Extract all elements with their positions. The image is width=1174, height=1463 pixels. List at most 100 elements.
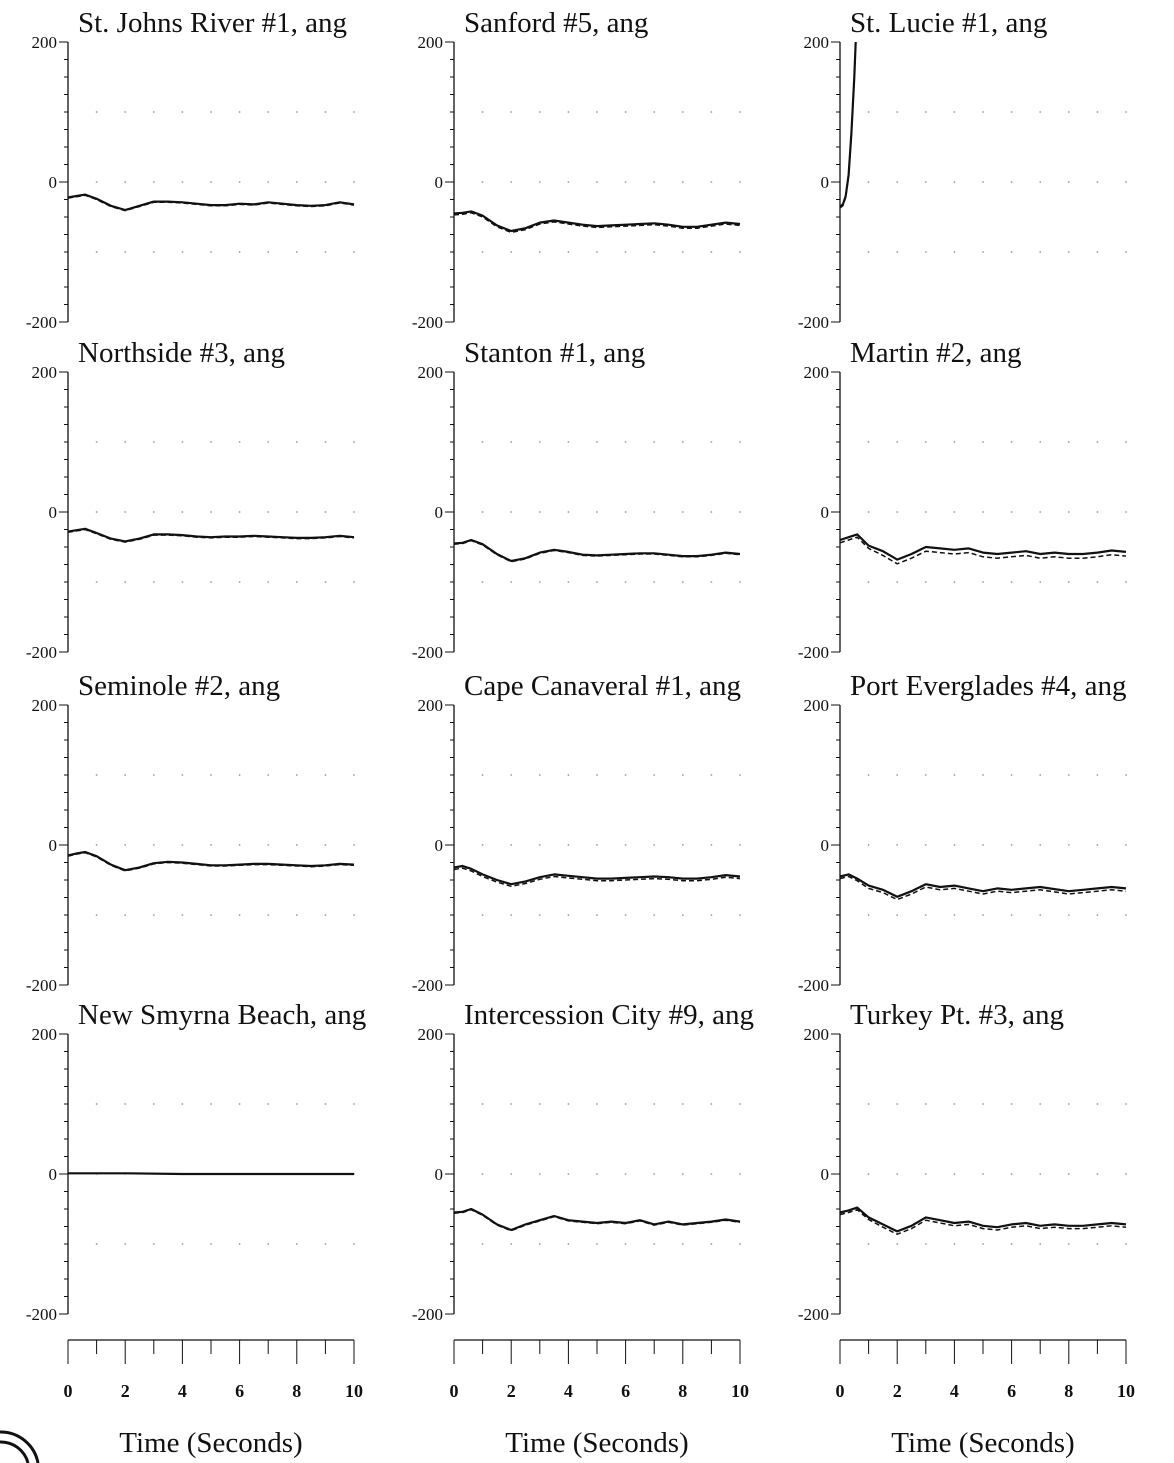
grid-dot <box>481 1243 484 1245</box>
grid-dot <box>596 511 598 513</box>
y-tick-label: 0 <box>49 503 58 522</box>
grid-dot <box>681 844 684 846</box>
y-tick-label: 0 <box>821 1165 830 1184</box>
grid-dot <box>953 844 956 846</box>
grid-dot <box>324 251 327 253</box>
x-tick-label: 6 <box>1007 1381 1016 1401</box>
y-tick-label: 0 <box>821 173 830 192</box>
grid-dot <box>896 844 899 846</box>
x-tick-label: 6 <box>235 1381 244 1401</box>
grid-dot <box>982 914 984 916</box>
grid-dot <box>238 844 241 846</box>
y-tick-label: -200 <box>798 643 829 662</box>
x-tick-label: 10 <box>345 1381 363 1401</box>
grid-dot <box>924 441 927 443</box>
panel-6: Martin #2, ang 200 0 -200 <box>798 337 1127 662</box>
grid-dot <box>567 774 570 776</box>
grid-dot <box>510 844 513 846</box>
y-tick-label: 200 <box>32 696 58 715</box>
grid-dot <box>210 914 212 916</box>
logo-emblem <box>0 1430 40 1463</box>
grid-dot <box>1125 511 1127 513</box>
grid-dot <box>267 441 270 443</box>
grid-dot <box>152 1103 155 1105</box>
series-line-dashed <box>453 867 741 888</box>
x-axis-2: 0 2 4 6 8 10 Time (Seconds) <box>450 1339 749 1459</box>
grid-dot <box>867 111 870 113</box>
grid-dot <box>982 581 984 583</box>
grid-dot <box>1010 581 1013 583</box>
grid-dot <box>567 511 570 513</box>
grid-dot <box>867 1243 870 1245</box>
grid-dot <box>181 914 184 916</box>
grid-dot <box>567 844 570 846</box>
grid-dot <box>1010 1103 1013 1105</box>
grid-dot <box>596 914 598 916</box>
y-tick-label: -200 <box>412 643 443 662</box>
y-tick-label: -200 <box>26 1305 57 1324</box>
grid-dot <box>295 914 298 916</box>
grid-dot <box>124 774 127 776</box>
x-tick-label: 4 <box>178 1381 187 1401</box>
grid-dot <box>681 1243 684 1245</box>
grid-dot <box>1067 181 1070 183</box>
grid-dot <box>181 251 184 253</box>
grid-dot <box>982 1173 984 1175</box>
y-tick-label: -200 <box>798 1305 829 1324</box>
panel-title: Sanford #5, ang <box>464 7 648 39</box>
grid-dot <box>624 1103 627 1105</box>
grid-dot <box>1096 511 1099 513</box>
y-tick-label: 200 <box>418 363 444 382</box>
grid-dot <box>867 511 870 513</box>
series-line-solid <box>453 538 741 563</box>
x-tick-label: 0 <box>450 1381 459 1401</box>
grid-dot <box>624 1173 627 1175</box>
grid-dot <box>982 1243 984 1245</box>
grid-dot <box>681 1103 684 1105</box>
y-tick-label: 200 <box>804 33 830 52</box>
series-line-solid <box>67 850 355 872</box>
grid-dot <box>624 441 627 443</box>
series-line-dashed <box>67 528 355 543</box>
grid-dot <box>653 181 656 183</box>
grid-dot <box>653 1243 656 1245</box>
panel-title: New Smyrna Beach, ang <box>78 999 366 1031</box>
series-line-dashed <box>67 194 355 212</box>
grid-dot <box>124 251 127 253</box>
grid-dot <box>181 581 184 583</box>
grid-dot <box>681 1173 684 1175</box>
grid-dot <box>896 1243 899 1245</box>
grid-dot <box>739 581 741 583</box>
grid-dot <box>1125 441 1127 443</box>
grid-dot <box>295 251 298 253</box>
grid-dot <box>624 774 627 776</box>
grid-dot <box>95 181 98 183</box>
panel-9: Port Everglades #4, ang 200 0 -200 <box>798 670 1127 995</box>
grid-dot <box>1125 844 1127 846</box>
x-tick-label: 2 <box>507 1381 516 1401</box>
y-tick-label: -200 <box>26 313 57 332</box>
grid-dot <box>353 844 355 846</box>
grid-dot <box>739 251 741 253</box>
grid-dot <box>982 181 984 183</box>
grid-dot <box>710 1173 713 1175</box>
grid-dot <box>295 581 298 583</box>
grid-dot <box>324 581 327 583</box>
grid-dot <box>982 511 984 513</box>
grid-dot <box>624 111 627 113</box>
grid-dot <box>624 914 627 916</box>
grid-dot <box>1039 181 1042 183</box>
grid-dot <box>739 774 741 776</box>
grid-dot <box>1039 1103 1042 1105</box>
grid-dot <box>210 181 212 183</box>
panel-2: Sanford #5, ang 200 0 -200 <box>412 7 741 332</box>
grid-dot <box>1067 844 1070 846</box>
grid-dot <box>152 774 155 776</box>
grid-dot <box>181 1103 184 1105</box>
panel-11: Intercession City #9, ang 200 0 -200 <box>412 999 754 1324</box>
grid-dot <box>1039 844 1042 846</box>
x-tick-label: 4 <box>564 1381 573 1401</box>
grid-dot <box>324 511 327 513</box>
grid-dot <box>624 581 627 583</box>
